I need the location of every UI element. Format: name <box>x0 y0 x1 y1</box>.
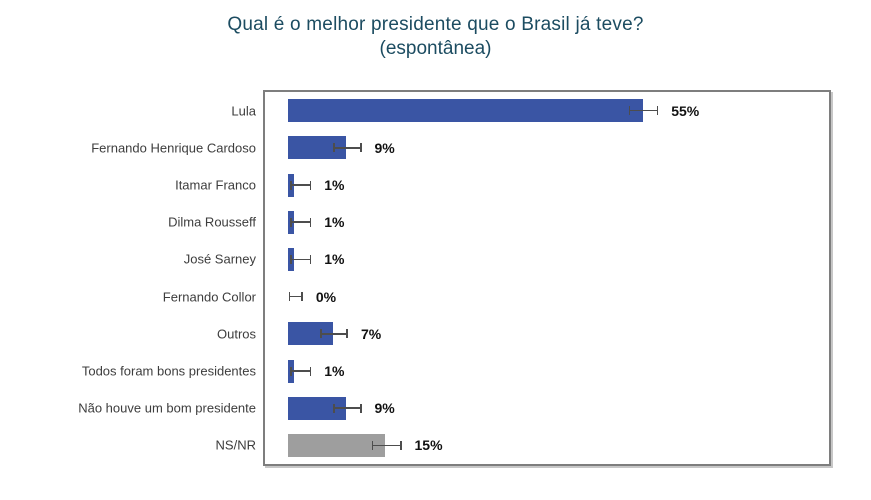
category-label: Dilma Rousseff <box>168 214 256 230</box>
title-block: Qual é o melhor presidente que o Brasil … <box>0 13 871 61</box>
error-bar-cap-left <box>320 329 322 339</box>
bar <box>288 433 385 457</box>
value-label: 1% <box>324 177 345 193</box>
error-bar-cap-right <box>309 180 312 190</box>
error-bar-line <box>289 258 312 261</box>
value-label: 1% <box>324 363 345 379</box>
category-label: Fernando Collor <box>162 289 256 305</box>
value-label: 1% <box>324 251 345 268</box>
category-label: Outros <box>216 326 256 342</box>
error-bar-cap-left <box>289 366 292 376</box>
error-bar-cap-right <box>346 329 348 339</box>
category-label: NS/NR <box>215 437 256 453</box>
plot-area: 55% 9% 1% 1% 1% 0% 7% 1% 9% 15% <box>263 90 831 466</box>
error-bar-cap-left <box>333 143 335 153</box>
error-bar-line <box>289 370 312 372</box>
value-label: 15% <box>414 437 443 454</box>
value-label: 9% <box>374 139 395 156</box>
error-bar-cap-right <box>359 403 362 413</box>
bar <box>288 99 643 123</box>
category-label: Todos foram bons presidentes <box>81 363 256 379</box>
error-bar-cap-right <box>656 106 659 116</box>
error-bar-cap-left <box>333 403 335 413</box>
error-bar-line <box>289 221 312 223</box>
bar <box>288 396 347 420</box>
error-bar-cap-left <box>289 180 292 190</box>
error-bar-line <box>333 407 362 409</box>
error-bar-cap-right <box>309 254 312 264</box>
bar <box>288 136 347 160</box>
error-bar-line <box>320 333 348 335</box>
error-bar-cap-left <box>289 254 292 264</box>
error-bar-cap-left <box>628 106 631 116</box>
value-label: 7% <box>360 325 382 342</box>
error-bar-cap-right <box>399 440 402 450</box>
error-bar-line <box>289 184 312 186</box>
category-labels: Lula Fernando Henrique Cardoso Itamar Fran… <box>0 92 256 464</box>
category-label: Fernando Henrique Cardoso <box>91 140 256 156</box>
error-bar-cap-left <box>289 217 292 227</box>
error-bar-line <box>628 109 659 112</box>
category-label: Lula <box>231 103 256 119</box>
value-label: 55% <box>671 102 700 119</box>
error-bar-cap-right <box>301 292 303 302</box>
category-label: Itamar Franco <box>175 177 256 193</box>
category-label: Não houve um bom presidente <box>78 400 256 416</box>
error-bar-cap-right <box>309 217 312 227</box>
value-label: 0% <box>315 288 337 305</box>
bar <box>288 322 334 346</box>
error-bar-line <box>371 444 402 447</box>
value-label: 9% <box>374 400 395 417</box>
error-bar-cap-left <box>371 440 374 450</box>
error-bar-cap-right <box>309 366 312 376</box>
chart-title: Qual é o melhor presidente que o Brasil … <box>227 14 644 35</box>
category-label: José Sarney <box>183 251 256 267</box>
error-bar-line <box>333 147 362 149</box>
chart-subtitle: (espontânea) <box>379 38 492 59</box>
error-bar-cap-right <box>359 143 362 153</box>
error-bar-cap-left <box>288 292 291 302</box>
value-label: 1% <box>324 214 345 231</box>
error-bar-line <box>288 295 303 298</box>
